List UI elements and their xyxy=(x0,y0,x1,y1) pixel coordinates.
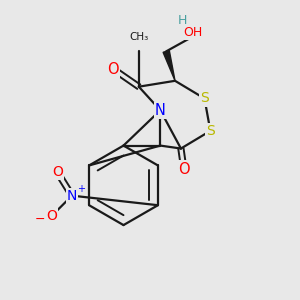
Text: N: N xyxy=(67,189,77,202)
Text: +: + xyxy=(77,184,86,194)
Text: O: O xyxy=(107,61,119,76)
Text: N: N xyxy=(155,103,166,118)
Text: O: O xyxy=(178,162,190,177)
Text: S: S xyxy=(200,92,209,106)
Text: O: O xyxy=(46,209,57,223)
Text: OH: OH xyxy=(183,26,202,39)
Text: −: − xyxy=(35,213,45,226)
Text: H: H xyxy=(178,14,187,27)
Text: O: O xyxy=(52,165,63,179)
Text: CH₃: CH₃ xyxy=(129,32,148,42)
Polygon shape xyxy=(163,50,175,81)
Text: S: S xyxy=(206,124,215,138)
